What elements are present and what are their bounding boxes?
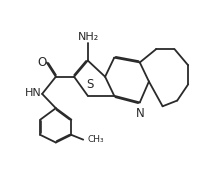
- Text: N: N: [136, 107, 145, 120]
- Text: O: O: [38, 56, 47, 69]
- Text: HN: HN: [25, 88, 41, 98]
- Text: CH₃: CH₃: [88, 135, 104, 144]
- Text: S: S: [86, 78, 94, 91]
- Text: NH₂: NH₂: [78, 32, 99, 42]
